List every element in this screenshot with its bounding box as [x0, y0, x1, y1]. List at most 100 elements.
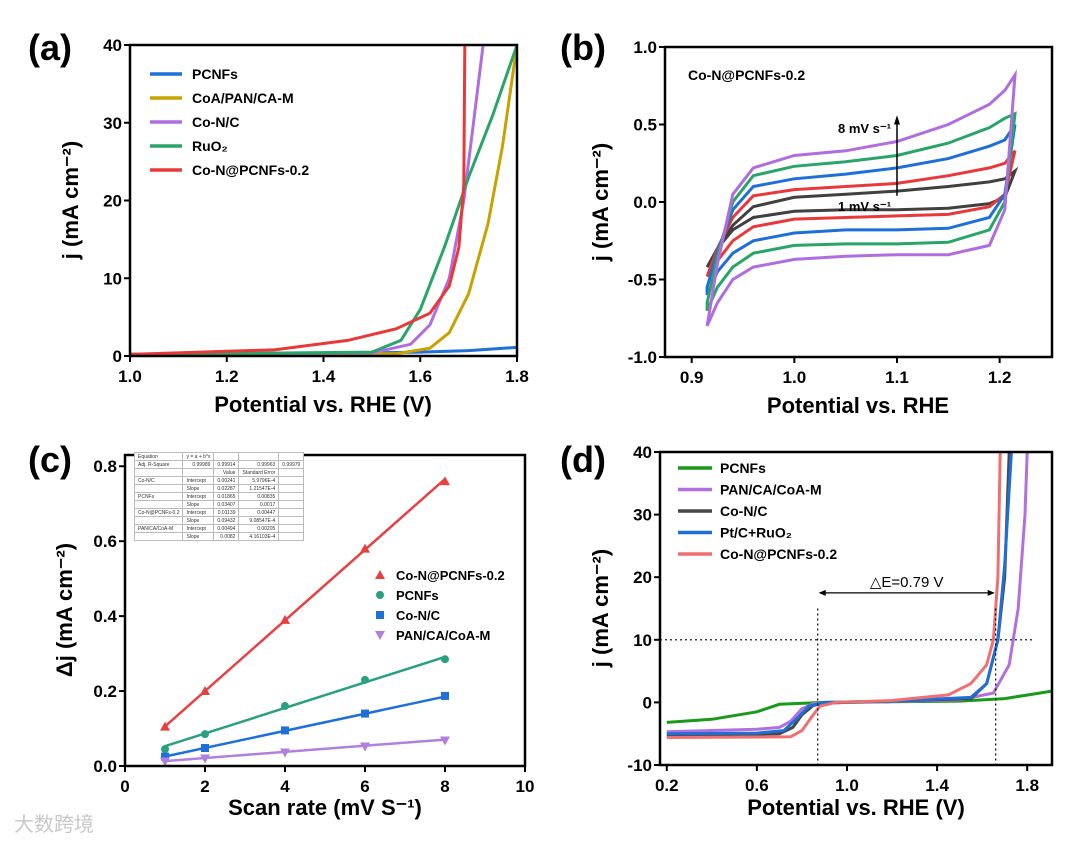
legend-label: Pt/C+RuO₂	[720, 525, 792, 541]
y-tick-label: 0.4	[93, 607, 117, 626]
fit-table-cell: 0.00835	[238, 492, 280, 501]
y-tick-label: 1.0	[633, 38, 657, 57]
fit-table-cell: 0.99979	[278, 460, 305, 469]
fit-table-row: Slope 0.02287 1.21547E-4	[133, 484, 305, 493]
plot-area	[160, 476, 450, 766]
y-axis-title: j (mA cm⁻²)	[588, 549, 613, 668]
fit-table-cell: Intercept	[182, 492, 215, 501]
fit-table-cell	[278, 524, 305, 533]
plot-frame	[123, 453, 527, 768]
legend-label: PAN/CA/CoA-M	[396, 628, 490, 643]
arrow-head-icon	[893, 115, 900, 125]
legend-label: Co-N@PCNFs-0.2	[396, 568, 505, 583]
panel-label: (b)	[560, 27, 606, 68]
plot-frame	[128, 43, 519, 358]
fit-table-cell	[133, 516, 184, 525]
data-point-circle	[201, 730, 209, 739]
y-tick-label: 40	[633, 443, 652, 462]
fit-table-cell: 4.16103E-4	[238, 532, 280, 541]
fit-table-cell	[278, 468, 305, 477]
data-point-square	[441, 691, 449, 700]
fit-table-cell: 0.0082	[213, 532, 240, 541]
fit-table-cell: Co-N@PCNFs-0.2	[133, 508, 184, 517]
y-tick-label: 30	[633, 506, 652, 525]
legend-marker-triangle-down	[375, 631, 385, 640]
data-point-square	[361, 709, 369, 718]
data-point-circle	[441, 655, 449, 664]
fit-table-row: Slope 0.03407 0.0017	[133, 500, 305, 509]
fit-table-cell	[182, 468, 215, 477]
legend-label: PCNFs	[192, 66, 238, 82]
fit-table-cell: 0.01865	[213, 492, 240, 501]
fit-table-cell: 0.00241	[213, 476, 240, 485]
fit-table-row: PCNFs Intercept 0.01865 0.00835	[133, 492, 305, 501]
fit-line-0	[164, 478, 446, 728]
panel-d: (d) 0.2 0.6 1.0 1.4 1.8 -10 0 10 20 30 40 Potential …	[560, 439, 1054, 820]
fit-table-cell: 0.0017	[238, 500, 280, 509]
fit-table-cell	[278, 484, 305, 493]
x-tick-label: 0	[120, 777, 129, 796]
x-tick-label: 1.1	[885, 368, 909, 387]
annotation-high-rate: 8 mV s⁻¹	[838, 121, 891, 136]
fit-table-cell: Intercept	[182, 476, 215, 485]
series-line-2	[666, 452, 1011, 738]
legend-label: PCNFs	[396, 588, 439, 603]
series-line-3	[130, 45, 517, 356]
fit-table-cell: 0.01139	[213, 508, 240, 517]
fit-table-cell	[213, 452, 240, 461]
fit-table-cell: 1.21547E-4	[238, 484, 280, 493]
data-point-triangle-down	[440, 736, 450, 746]
fit-table-cell	[238, 452, 280, 461]
y-axis-title: j (mA cm⁻²)	[588, 143, 613, 262]
y-axis-title: Δj (mA cm⁻²)	[52, 543, 77, 677]
fit-table-cell: Slope	[182, 516, 215, 525]
fit-table-cell	[278, 532, 305, 541]
fit-line-3	[164, 738, 446, 763]
data-point-triangle-up	[200, 686, 210, 696]
y-tick-label: -10	[627, 756, 652, 775]
data-point-circle	[281, 702, 289, 711]
fit-table-cell: 0.99914	[213, 460, 240, 469]
y-tick-label: 10	[633, 631, 652, 650]
legend-marker-square	[376, 611, 384, 619]
fit-table-cell	[133, 500, 184, 509]
y-tick-label: 0.0	[633, 193, 657, 212]
y-tick-label: 40	[103, 36, 122, 55]
fit-table-cell: 0.00205	[238, 524, 280, 533]
data-point-triangle-down	[200, 754, 210, 764]
data-point-triangle-down	[360, 742, 370, 752]
fit-table-row: Value Standard Error	[133, 468, 305, 477]
fit-table-cell	[133, 484, 184, 493]
x-axis-title: Potential vs. RHE (V)	[747, 795, 965, 820]
x-tick-label: 1.4	[312, 367, 336, 386]
data-point-square	[201, 744, 209, 753]
x-tick-label: 1.0	[118, 367, 142, 386]
fit-table-cell	[278, 476, 305, 485]
fit-table-cell	[278, 452, 305, 461]
legend-label: CoA/PAN/CA-M	[192, 90, 294, 106]
x-tick-label: 1.6	[408, 367, 432, 386]
y-tick-label: 0.0	[93, 757, 117, 776]
fit-table-row: Slope 0.0082 4.16103E-4	[133, 532, 305, 541]
fit-table-cell: 0.09432	[213, 516, 240, 525]
fit-table-cell: 5.9796E-4	[238, 476, 280, 485]
fit-table-row: Co-N@PCNFs-0.2 Intercept 0.01139 0.00447	[133, 508, 305, 517]
x-tick-label: 1.8	[1015, 776, 1039, 795]
series-line-4	[666, 452, 1002, 739]
y-tick-label: 0	[113, 347, 122, 366]
fit-line-2	[164, 695, 446, 758]
legend-label: PCNFs	[720, 460, 766, 476]
cv-curve-1	[705, 149, 1017, 278]
x-tick-label: 1.4	[925, 776, 949, 795]
fit-table-row: Equation y = a + b*x	[133, 452, 305, 461]
x-tick-label: 0.6	[745, 776, 769, 795]
y-tick-label: 0.8	[93, 457, 117, 476]
y-tick-label: 30	[103, 114, 122, 133]
data-point-triangle-down	[160, 757, 170, 766]
fit-results-table: Equation y = a + b*x Adj. R-Square 0.99989 0…	[133, 452, 305, 541]
y-tick-label: 0.5	[633, 116, 657, 135]
chart-annotation: Co-N@PCNFs-0.2	[688, 67, 805, 83]
x-axis-title: Potential vs. RHE	[767, 393, 949, 418]
legend-marker-triangle-up	[375, 570, 385, 579]
